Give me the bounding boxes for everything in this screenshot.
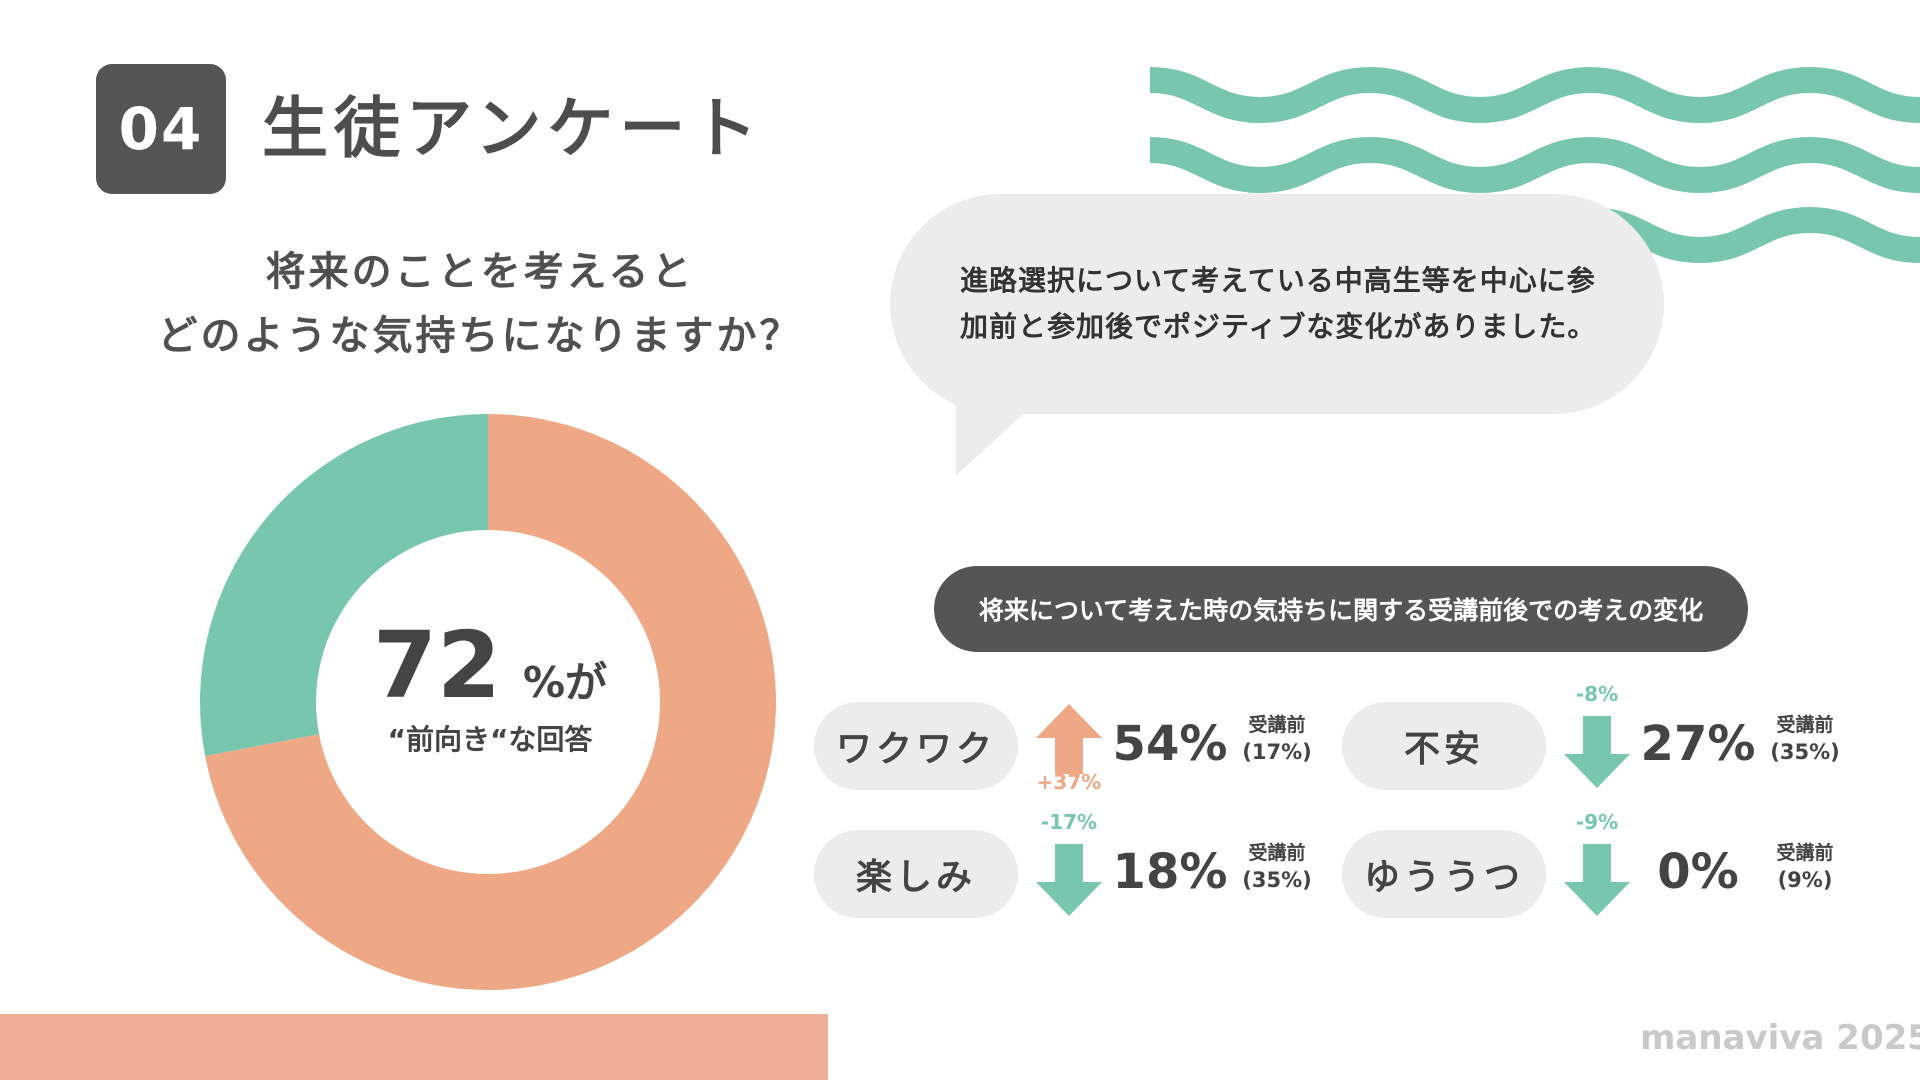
speech-bubble-text: 進路選択について考えている中高生等を中心に参 加前と参加後でポジティブな変化があ…	[960, 258, 1640, 350]
donut-center-suffix: %が	[522, 658, 608, 707]
bottom-accent-bar	[0, 1014, 828, 1080]
before-label-wakuwaku: 受講前	[1248, 714, 1306, 736]
arrow-down-icon-tanoshimi	[1036, 844, 1102, 916]
emotion-label-wakuwaku: ワクワク	[814, 702, 1018, 790]
footer-brand: manaviva 2025	[1640, 1018, 1920, 1058]
after-percent-fuan: 27%	[1640, 716, 1756, 772]
donut-center-value: 72 %が	[300, 612, 680, 719]
before-value-wakuwaku: (17%)	[1242, 740, 1312, 764]
survey-question-line2: どのような気持ちになりますか？	[157, 313, 803, 359]
before-value-fuan: (35%)	[1770, 740, 1840, 764]
arrow-down-icon-yuutsu	[1564, 844, 1630, 916]
speech-bubble	[890, 194, 1664, 476]
comparison-banner: 将来について考えた時の気持ちに関する受講前後での考えの変化	[934, 566, 1748, 652]
arrow-down-icon-fuan	[1564, 716, 1630, 788]
change-delta-fuan: -8%	[1575, 682, 1619, 706]
section-number-badge: 04	[96, 64, 226, 194]
change-delta-wakuwaku: +37%	[1036, 770, 1102, 794]
change-delta-yuutsu: -9%	[1575, 810, 1619, 834]
arrow-up-icon-wakuwaku	[1036, 704, 1102, 774]
before-label-yuutsu: 受講前	[1776, 842, 1834, 864]
donut-slice-other	[199, 414, 488, 756]
donut-chart	[199, 414, 777, 991]
after-percent-yuutsu: 0%	[1657, 844, 1739, 900]
donut-center-number: 72	[372, 612, 501, 719]
survey-question-line1: 将来のことを考えると	[265, 249, 695, 295]
before-value-yuutsu: (9%)	[1777, 868, 1833, 892]
emotion-label-fuan: 不安	[1342, 702, 1546, 790]
speech-bubble-line1: 進路選択について考えている中高生等を中心に参	[960, 264, 1596, 297]
before-value-tanoshimi: (35%)	[1242, 868, 1312, 892]
emotion-label-yuutsu: ゆううつ	[1342, 830, 1546, 918]
page-title: 生徒アンケート	[262, 90, 764, 167]
emotion-label-tanoshimi: 楽しみ	[814, 830, 1018, 918]
after-percent-wakuwaku: 54%	[1112, 716, 1228, 772]
speech-bubble-line2: 加前と参加後でポジティブな変化がありました。	[960, 310, 1597, 343]
donut-slice-positive	[205, 414, 777, 991]
before-label-tanoshimi: 受講前	[1248, 842, 1306, 864]
survey-question: 将来のことを考えると どのような気持ちになりますか？	[140, 240, 820, 368]
after-percent-tanoshimi: 18%	[1112, 844, 1228, 900]
donut-center-label: “前向き“な回答	[387, 723, 593, 756]
change-delta-tanoshimi: -17%	[1040, 810, 1098, 834]
before-label-fuan: 受講前	[1776, 714, 1834, 736]
